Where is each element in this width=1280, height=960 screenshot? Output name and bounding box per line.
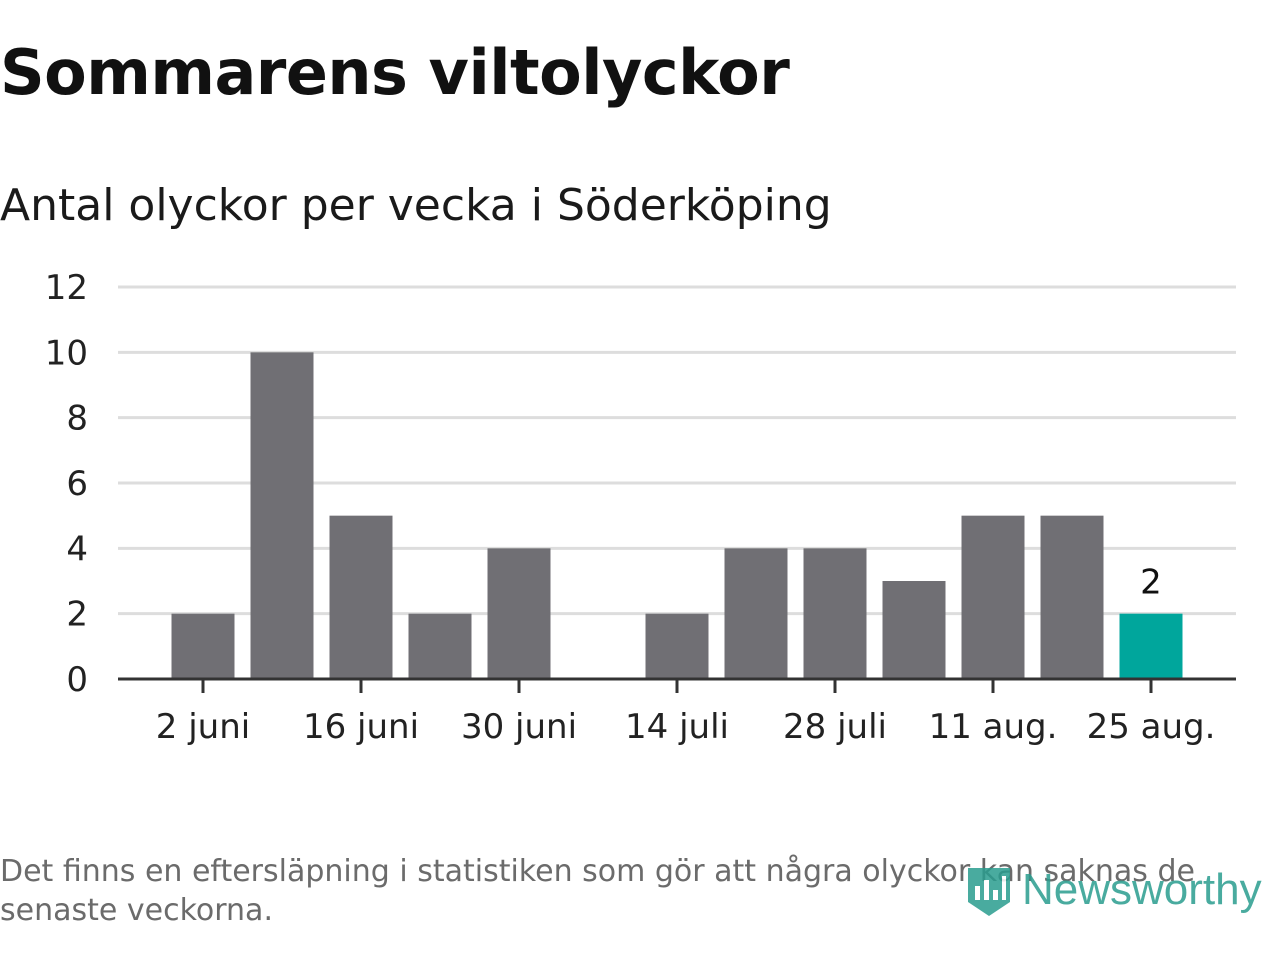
x-axis-ticks: 2 juni 16 juni 30 juni 14 juli 28 juli 11 aug… — [156, 679, 1216, 747]
bar — [329, 515, 393, 679]
x-tick-label: 16 juni — [303, 707, 419, 747]
chart-title: Sommarens viltolyckor — [0, 36, 790, 109]
x-tick-label: 25 aug. — [1087, 707, 1216, 747]
newsworthy-logo-icon — [968, 868, 1010, 916]
y-tick-label: 12 — [45, 268, 88, 308]
bars — [171, 352, 1183, 679]
x-tick-label: 2 juni — [156, 707, 250, 747]
bar — [487, 548, 551, 679]
y-axis-ticks: 0 2 4 6 8 10 12 — [45, 268, 88, 700]
y-tick-label: 6 — [66, 464, 88, 504]
bar — [408, 613, 472, 679]
brand-name: Newsworthy — [1022, 865, 1262, 914]
x-tick-label: 11 aug. — [929, 707, 1058, 747]
x-tick-label: 28 juli — [783, 707, 887, 747]
bar — [1119, 613, 1183, 679]
bar — [171, 613, 235, 679]
bar — [803, 548, 867, 679]
y-tick-label: 4 — [66, 529, 88, 569]
x-tick-label: 30 juni — [461, 707, 577, 747]
y-tick-label: 0 — [66, 660, 88, 700]
data-labels: 2 — [1140, 563, 1162, 603]
bar — [1040, 515, 1104, 679]
bar — [961, 515, 1025, 679]
bar-chart: 0 2 4 6 8 10 12 2 juni 16 juni 30 juni 14 juli 28 … — [45, 268, 1236, 747]
bar — [724, 548, 788, 679]
bar — [645, 613, 709, 679]
x-tick-label: 14 juli — [625, 707, 729, 747]
bar — [250, 352, 314, 679]
y-tick-label: 10 — [45, 333, 88, 373]
bar — [882, 581, 946, 679]
data-label: 2 — [1140, 563, 1162, 603]
y-tick-label: 8 — [66, 399, 88, 439]
y-tick-label: 2 — [66, 595, 88, 635]
brand: Newsworthy — [964, 862, 1262, 918]
chart-subtitle: Antal olyckor per vecka i Söderköping — [0, 180, 832, 231]
